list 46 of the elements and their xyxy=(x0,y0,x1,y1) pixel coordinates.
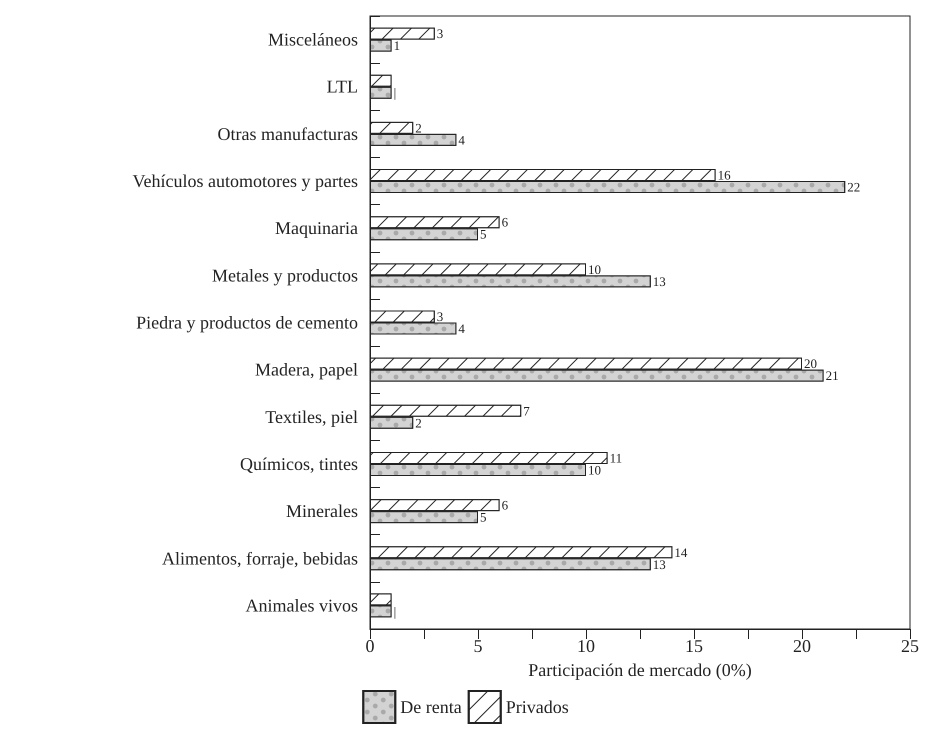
data-label: 5 xyxy=(480,510,486,525)
y-tick-label: Otras manufacturas xyxy=(218,124,358,144)
y-tick-label: Químicos, tintes xyxy=(240,454,358,474)
y-tick-label: Textiles, piel xyxy=(265,406,358,427)
y-tick-label: Alimentos, forraje, bebidas xyxy=(162,548,358,568)
y-tick-label: Animales vivos xyxy=(246,595,358,616)
data-label: | xyxy=(394,85,396,100)
x-tick-label: 10 xyxy=(577,636,595,656)
data-label: 21 xyxy=(826,368,839,384)
data-label: 7 xyxy=(523,403,530,418)
data-label: 13 xyxy=(652,274,666,289)
data-label: 6 xyxy=(502,498,509,513)
data-label: 16 xyxy=(718,168,732,183)
data-label: 10 xyxy=(588,462,601,478)
data-label: 4 xyxy=(458,321,466,336)
y-tick-label: Maquinaria xyxy=(275,218,358,238)
data-label: 11 xyxy=(610,450,622,466)
y-tick-label: Madera, papel xyxy=(255,360,358,380)
data-label: 4 xyxy=(458,132,466,148)
x-tick-label: 20 xyxy=(793,636,811,656)
x-tick-label: 5 xyxy=(474,636,482,656)
data-label: 3 xyxy=(436,309,444,324)
data-label: 13 xyxy=(652,556,666,572)
data-label: 1 xyxy=(394,38,400,54)
legend-label: De renta xyxy=(400,697,462,717)
y-tick-label: Vehículos automotores y partes xyxy=(132,171,358,192)
y-tick-label: LTL xyxy=(326,76,358,97)
y-tick-label: Piedra y productos de cemento xyxy=(136,312,358,332)
data-label: 22 xyxy=(847,180,860,195)
x-axis-title: Participación de mercado (0%) xyxy=(528,660,752,680)
y-tick-label: Misceláneos xyxy=(268,30,358,50)
data-label: 2 xyxy=(415,415,422,430)
x-tick-label: 0 xyxy=(366,636,374,656)
legend-label: Privados xyxy=(506,697,569,717)
data-label: 3 xyxy=(436,26,444,42)
data-label: 6 xyxy=(502,214,509,230)
y-tick-label: Metales y productos xyxy=(212,265,358,286)
x-tick-label: 25 xyxy=(901,636,919,656)
data-label: | xyxy=(394,604,396,619)
data-label: 10 xyxy=(588,262,601,277)
data-label: 2 xyxy=(415,120,422,136)
data-label: 5 xyxy=(480,226,486,242)
data-label: 14 xyxy=(674,544,688,560)
y-tick-label: Minerales xyxy=(286,501,358,522)
data-label: 20 xyxy=(804,356,817,372)
x-tick-label: 15 xyxy=(685,636,703,656)
